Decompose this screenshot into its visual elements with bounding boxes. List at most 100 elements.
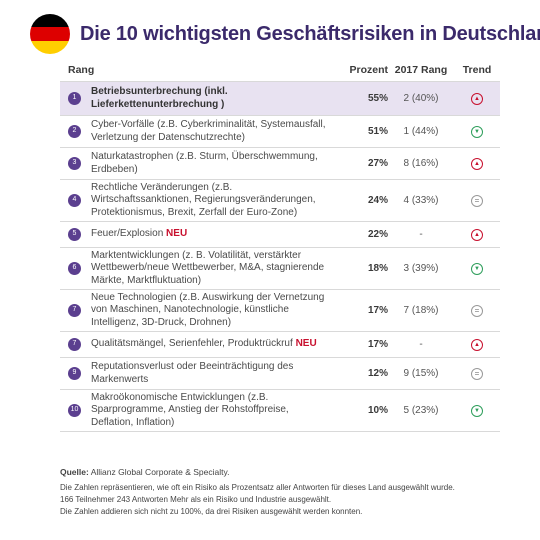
- percent-cell: 55%: [367, 93, 388, 104]
- table-row: 3 Naturkatastrophen (z.B. Sturm, Überschw…: [60, 148, 500, 180]
- germany-flag-icon: [30, 14, 70, 54]
- flag-stripe-gold: [30, 40, 70, 54]
- risk-cell: 1 Betriebsunterbrechung (inkl. Lieferkett…: [60, 86, 334, 111]
- risk-cell: 3 Naturkatastrophen (z.B. Sturm, Überschw…: [60, 151, 334, 176]
- page-title: Die 10 wichtigsten Geschäftsrisiken in D…: [80, 22, 540, 45]
- risk-cell: 10 Makroökonomische Entwicklungen (z.B. S…: [60, 392, 334, 430]
- equal-icon: =: [471, 367, 483, 380]
- risk-label: Betriebsunterbrechung (inkl. Lieferkette…: [91, 86, 334, 111]
- footnote-3: Die Zahlen addieren sich nicht zu 100%, …: [60, 507, 363, 516]
- risk-text: Qualitätsmängel, Serienfehler, Produktrü…: [91, 338, 293, 350]
- percent-cell: 17%: [367, 305, 388, 316]
- risk-cell: 4 Rechtliche Veränderungen (z.B. Wirtscha…: [60, 182, 334, 220]
- equal-icon: =: [471, 194, 483, 207]
- percent-cell: 24%: [367, 195, 388, 206]
- risk-text: Naturkatastrophen (z.B. Sturm, Überschwe…: [91, 151, 318, 175]
- rank-badge: 9: [68, 367, 81, 380]
- source-line: Quelle: Allianz Global Corporate & Speci…: [60, 466, 520, 478]
- table-row: 10 Makroökonomische Entwicklungen (z.B. S…: [60, 390, 500, 432]
- rank-badge: 2: [68, 125, 81, 138]
- down-arrow-icon: ▼: [471, 126, 483, 138]
- rank-badge: 10: [68, 404, 81, 417]
- risk-cell: 6 Marktentwicklungen (z. B. Volatilität, …: [60, 250, 334, 288]
- rank-2017-cell: 4 (33%): [403, 195, 439, 206]
- percent-cell: 12%: [367, 368, 388, 379]
- trend-cell: =: [454, 304, 500, 317]
- header: Die 10 wichtigsten Geschäftsrisiken in D…: [30, 12, 540, 56]
- percent-cell: 51%: [367, 126, 388, 137]
- risk-cell: 7 Neue Technologien (z.B. Auswirkung der …: [60, 292, 334, 330]
- risk-label: Marktentwicklungen (z. B. Volatilität, v…: [91, 250, 334, 288]
- trend-cell: =: [454, 367, 500, 380]
- column-header-rank-2017: 2017 Rang: [394, 63, 448, 76]
- risk-label: Makroökonomische Entwicklungen (z.B. Spa…: [91, 392, 334, 430]
- trend-cell: ▼: [454, 125, 500, 138]
- table-header: Rang Prozent 2017 Rang Trend: [60, 58, 500, 82]
- table-row: 5 Feuer/Explosion NEU 22% - ▲: [60, 222, 500, 248]
- source-label: Quelle:: [60, 467, 89, 477]
- rank-2017-cell: 7 (18%): [403, 305, 439, 316]
- risk-cell: 5 Feuer/Explosion NEU: [60, 228, 334, 241]
- percent-cell: 18%: [367, 263, 388, 274]
- up-arrow-icon: ▲: [471, 229, 483, 241]
- table-row: 6 Marktentwicklungen (z. B. Volatilität, …: [60, 248, 500, 290]
- risk-label: Rechtliche Veränderungen (z.B. Wirtschaf…: [91, 182, 334, 220]
- rank-2017-cell: 2 (40%): [403, 93, 439, 104]
- risk-label: Reputationsverlust oder Beeinträchtigung…: [91, 361, 334, 386]
- flag-stripe-red: [30, 27, 70, 41]
- risk-label: Naturkatastrophen (z.B. Sturm, Überschwe…: [91, 151, 334, 176]
- percent-cell: 27%: [367, 158, 388, 169]
- risk-text: Rechtliche Veränderungen (z.B. Wirtschaf…: [91, 181, 316, 218]
- risk-text: Marktentwicklungen (z. B. Volatilität, v…: [91, 249, 325, 286]
- trend-cell: ▼: [454, 404, 500, 417]
- up-arrow-icon: ▲: [471, 158, 483, 170]
- rank-2017-cell: 9 (15%): [403, 368, 439, 379]
- percent-cell: 17%: [367, 339, 388, 350]
- equal-icon: =: [471, 304, 483, 317]
- table-body: 1 Betriebsunterbrechung (inkl. Lieferkett…: [60, 82, 500, 432]
- rank-2017-cell: -: [419, 339, 423, 350]
- rank-badge: 7: [68, 304, 81, 317]
- rank-badge: 6: [68, 262, 81, 275]
- risk-table: Rang Prozent 2017 Rang Trend 1 Betriebsun…: [60, 58, 500, 432]
- down-arrow-icon: ▼: [471, 263, 483, 275]
- rank-2017-cell: -: [419, 229, 423, 240]
- column-header-percent: Prozent: [349, 63, 388, 76]
- percent-cell: 10%: [367, 405, 388, 416]
- footnote-2: 166 Teilnehmer 243 Antworten Mehr als ei…: [60, 495, 332, 504]
- new-badge: NEU: [166, 228, 188, 240]
- rank-badge: 7: [68, 338, 81, 351]
- risk-label: Feuer/Explosion NEU: [91, 228, 334, 241]
- risk-cell: 9 Reputationsverlust oder Beeinträchtigun…: [60, 361, 334, 386]
- rank-2017-cell: 1 (44%): [403, 126, 439, 137]
- table-row: 7 Qualitätsmängel, Serienfehler, Produktr…: [60, 332, 500, 358]
- up-arrow-icon: ▲: [471, 93, 483, 105]
- flag-stripe-black: [30, 14, 70, 28]
- table-row: 4 Rechtliche Veränderungen (z.B. Wirtscha…: [60, 180, 500, 222]
- trend-cell: ▲: [454, 92, 500, 105]
- rank-badge: 3: [68, 157, 81, 170]
- table-row: 7 Neue Technologien (z.B. Auswirkung der …: [60, 290, 500, 332]
- table-row: 9 Reputationsverlust oder Beeinträchtigun…: [60, 358, 500, 390]
- rank-badge: 4: [68, 194, 81, 207]
- trend-cell: ▼: [454, 262, 500, 275]
- column-header-trend: Trend: [462, 63, 492, 76]
- risk-cell: 7 Qualitätsmängel, Serienfehler, Produktr…: [60, 338, 334, 351]
- table-row: 2 Cyber-Vorfälle (z.B. Cyberkriminalität,…: [60, 116, 500, 148]
- footnote-1: Die Zahlen repräsentieren, wie oft ein R…: [60, 483, 455, 492]
- down-arrow-icon: ▼: [471, 405, 483, 417]
- new-badge: NEU: [295, 338, 317, 350]
- rank-2017-cell: 3 (39%): [403, 263, 439, 274]
- trend-cell: =: [454, 194, 500, 207]
- risk-label: Qualitätsmängel, Serienfehler, Produktrü…: [91, 338, 334, 351]
- risk-text: Betriebsunterbrechung (inkl. Lieferkette…: [91, 86, 228, 110]
- risk-label: Neue Technologien (z.B. Auswirkung der V…: [91, 292, 334, 330]
- risk-text: Cyber-Vorfälle (z.B. Cyberkriminalität, …: [91, 119, 326, 143]
- risk-text: Neue Technologien (z.B. Auswirkung der V…: [91, 291, 325, 328]
- table-row: 1 Betriebsunterbrechung (inkl. Lieferkett…: [60, 82, 500, 116]
- risk-label: Cyber-Vorfälle (z.B. Cyberkriminalität, …: [91, 119, 334, 144]
- trend-cell: ▲: [454, 157, 500, 170]
- rank-badge: 1: [68, 92, 81, 105]
- risk-text: Feuer/Explosion: [91, 228, 164, 240]
- rank-badge: 5: [68, 228, 81, 241]
